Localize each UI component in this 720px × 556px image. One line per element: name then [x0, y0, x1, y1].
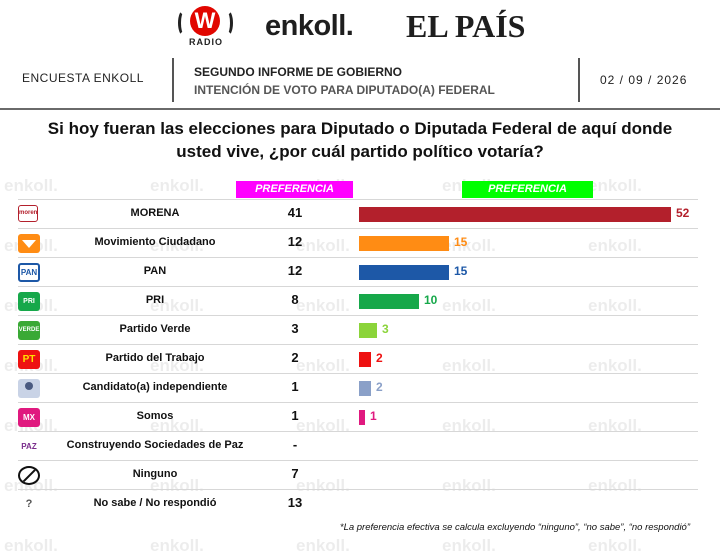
pri-logo-icon: PRI	[18, 292, 40, 311]
footnote: *La preferencia efectiva se calcula excl…	[339, 522, 690, 533]
table-row: Movimiento Ciudadano 12 15	[18, 228, 698, 258]
party-name: Somos	[136, 410, 174, 422]
preferencia-bruta-value: 41	[287, 205, 303, 220]
preferencia-efectiva-bar	[359, 352, 371, 367]
table-row: VERDE Partido Verde 3 3	[18, 315, 698, 345]
preferencia-bruta-value: 12	[287, 234, 303, 249]
party-name: PRI	[145, 294, 165, 306]
preferencia-efectiva-bar	[359, 265, 449, 280]
el-pais-logo: EL PAÍS	[406, 8, 526, 44]
w-radio-logo-letter: W	[190, 6, 220, 36]
preferencia-bruta-value: 1	[291, 408, 299, 423]
survey-label: ENCUESTA ENKOLL	[22, 71, 144, 85]
column-header-efectiva: PREFERENCIA EFECTIVA	[462, 181, 593, 212]
preferencia-bruta-value: 13	[287, 495, 303, 510]
brand-logos: W RADIO enkoll. EL PAÍS	[0, 0, 720, 52]
preferencia-bruta-value: 7	[291, 466, 299, 481]
ninguno-logo-icon	[18, 466, 40, 485]
column-header-bruta: PREFERENCIA BRUTA	[236, 181, 353, 212]
preferencia-efectiva-bar	[359, 236, 449, 251]
enkoll-watermark: enkoll.	[588, 176, 642, 195]
mc-logo-icon	[18, 234, 40, 253]
table-row: PAZ Construyendo Sociedades de Paz -	[18, 431, 698, 461]
verde-logo-icon: VERDE	[18, 321, 40, 340]
header-divider	[172, 58, 174, 102]
table-row: morena MORENA 41 52	[18, 199, 698, 229]
morena-logo-icon: morena	[18, 205, 38, 222]
party-name: Movimiento Ciudadano	[94, 236, 216, 248]
party-name: Partido Verde	[119, 323, 191, 335]
signal-arc-right-icon	[222, 10, 233, 36]
preferencia-bruta-value: 2	[291, 350, 299, 365]
preferencia-efectiva-label: 1	[370, 409, 377, 423]
preferencia-efectiva-bar	[359, 294, 419, 309]
slash-icon	[20, 468, 37, 483]
survey-question: Si hoy fueran las elecciones para Diputa…	[47, 119, 673, 161]
w-radio-logo: W RADIO	[178, 6, 240, 48]
party-name: MORENA	[130, 207, 180, 219]
header-divider	[578, 58, 580, 102]
enkoll-watermark: enkoll.	[442, 536, 496, 555]
preferencia-efectiva-bar	[359, 323, 377, 338]
preferencia-bruta-value: 12	[287, 263, 303, 278]
enkoll-watermark: enkoll.	[4, 176, 58, 195]
preferencia-efectiva-bar	[359, 381, 371, 396]
enkoll-watermark: enkoll.	[588, 536, 642, 555]
preferencia-efectiva-label: 2	[376, 351, 383, 365]
party-name: Construyendo Sociedades de Paz	[66, 439, 244, 451]
enkoll-logo: enkoll.	[265, 10, 354, 42]
preferencia-efectiva-bar	[359, 207, 671, 222]
independiente-logo-icon	[18, 379, 40, 398]
enkoll-watermark: enkoll.	[4, 536, 58, 555]
enkoll-watermark: enkoll.	[296, 536, 350, 555]
party-name: No sabe / No respondió	[93, 497, 217, 509]
survey-date: 02 / 09 / 2026	[600, 73, 688, 87]
party-name: Partido del Trabajo	[105, 352, 205, 364]
person-icon	[25, 382, 33, 390]
pan-logo-icon: PAN	[18, 263, 40, 282]
signal-arc-left-icon	[178, 10, 189, 36]
pt-logo-icon: PT	[18, 350, 40, 369]
preferencia-efectiva-label: 10	[424, 293, 438, 307]
table-row: Ninguno 7	[18, 460, 698, 490]
report-subtitle: INTENCIÓN DE VOTO PARA DIPUTADO(A) FEDER…	[194, 83, 495, 97]
preferencia-efectiva-label: 15	[454, 235, 468, 249]
preferencia-bruta-value: 1	[291, 379, 299, 394]
preferencia-efectiva-label: 52	[676, 206, 690, 220]
survey-header: ENCUESTA ENKOLL SEGUNDO INFORME DE GOBIE…	[0, 52, 720, 110]
nosabe-logo-icon: ?	[18, 495, 40, 514]
party-name: Candidato(a) independiente	[82, 381, 228, 393]
preferencia-efectiva-bar	[359, 410, 365, 425]
table-row: PT Partido del Trabajo 2 2	[18, 344, 698, 374]
table-row: ? No sabe / No respondió 13	[18, 489, 698, 519]
table-row: Candidato(a) independiente 1 2	[18, 373, 698, 403]
enkoll-watermark: enkoll.	[150, 536, 204, 555]
eagle-icon	[22, 240, 36, 248]
paz-logo-icon: PAZ	[18, 437, 40, 456]
party-name: PAN	[143, 265, 167, 277]
preferencia-efectiva-label: 3	[382, 322, 389, 336]
party-name: Ninguno	[132, 468, 178, 480]
preferencia-bruta-value: -	[292, 437, 298, 452]
preferencia-bruta-value: 8	[291, 292, 299, 307]
table-row: MX Somos 1 1	[18, 402, 698, 432]
table-row: PRI PRI 8 10	[18, 286, 698, 316]
enkoll-watermark: enkoll.	[150, 176, 204, 195]
preferencia-efectiva-label: 2	[376, 380, 383, 394]
preferencia-bruta-value: 3	[291, 321, 299, 336]
preferencia-efectiva-label: 15	[454, 264, 468, 278]
somos-logo-icon: MX	[18, 408, 40, 427]
report-title: SEGUNDO INFORME DE GOBIERNO	[194, 65, 403, 79]
table-row: PAN PAN 12 15	[18, 257, 698, 287]
w-radio-logo-subtext: RADIO	[189, 37, 223, 47]
